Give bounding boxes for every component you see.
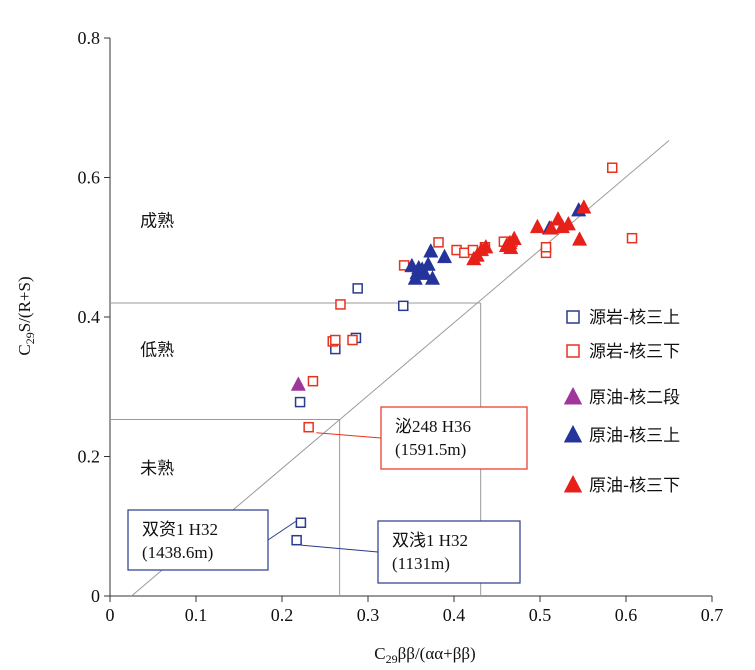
legend-label: 原油-核二段 [589, 388, 680, 408]
data-point [540, 242, 552, 253]
zone-label: 低熟 [140, 339, 174, 360]
callout-leader [316, 432, 382, 439]
callout-label: 泌248 H36 [395, 417, 471, 436]
y-tick-label: 0.8 [78, 28, 101, 48]
x-tick-label: 0.2 [271, 605, 294, 625]
data-point [571, 231, 588, 246]
x-tick-label: 0.4 [443, 605, 466, 625]
zone-label: 未熟 [140, 458, 174, 479]
legend-marker [563, 474, 583, 493]
data-point [529, 218, 545, 234]
data-point [417, 265, 433, 280]
data-point [291, 534, 302, 546]
data-point [347, 334, 358, 346]
callout-label: 双资1 H32 [142, 520, 218, 539]
data-point [606, 162, 618, 173]
data-point [335, 299, 346, 310]
legend-marker [566, 310, 580, 324]
axis-ticks: 0 0.1 0.2 0.3 0.4 0.5 0.6 0.7 0 0.2 0.4 0.6 0.8 [78, 28, 724, 625]
callout-label: 双浅1 H32 [392, 531, 468, 550]
y-axis-title: C29S/(R+S) [15, 276, 37, 355]
callout-label: (1591.5m) [395, 440, 466, 459]
callout-leader [300, 544, 379, 553]
data-point [560, 215, 576, 231]
data-point [436, 248, 453, 264]
callout-label: (1438.6m) [142, 543, 213, 562]
y-tick-label: 0.4 [78, 307, 101, 327]
x-tick-label: 0.6 [615, 605, 638, 625]
callout-box [380, 406, 528, 470]
callout-box [127, 509, 269, 571]
zone-label: 成熟 [140, 210, 174, 231]
legend-label: 源岩-核三上 [589, 308, 680, 328]
data-point [307, 375, 319, 387]
legend-marker [563, 424, 583, 443]
data-point [424, 270, 441, 285]
x-axis-title: C29ββ/(αα+ββ) [374, 644, 475, 666]
data-point [433, 237, 444, 248]
callout-box [377, 520, 521, 584]
data-point [576, 199, 592, 214]
legend-label: 原油-核三上 [589, 426, 680, 446]
data-point [295, 517, 307, 529]
x-tick-label: 0.5 [529, 605, 552, 625]
x-tick-label: 0.1 [185, 605, 208, 625]
data-point [398, 300, 409, 312]
data-point [330, 334, 341, 346]
callout-label: (1131m) [392, 554, 450, 573]
sample-callouts: 泌248 H36 (1591.5m) 双资1 H32 (1438.6m) 双浅1 H32… [127, 406, 528, 584]
data-point [290, 376, 306, 391]
y-tick-label: 0.2 [78, 447, 101, 467]
data-point [303, 421, 314, 433]
data-point [423, 243, 439, 258]
data-point [459, 247, 470, 259]
data-point [478, 238, 494, 254]
x-tick-label: 0.7 [701, 605, 724, 625]
data-point [543, 220, 559, 235]
data-point [420, 256, 436, 271]
x-tick-label: 0 [106, 605, 115, 625]
x-tick-label: 0.3 [357, 605, 380, 625]
legend-label: 源岩-核三下 [589, 342, 680, 362]
data-point [294, 396, 306, 408]
data-point [626, 232, 638, 244]
y-tick-label: 0.6 [78, 168, 101, 188]
data-point [352, 283, 363, 294]
legend-marker [566, 344, 580, 358]
legend-label: 原油-核三下 [589, 476, 680, 496]
data-points [290, 162, 638, 546]
y-tick-label: 0 [91, 586, 100, 606]
data-point [506, 230, 522, 245]
data-point [503, 239, 519, 255]
legend-marker [563, 386, 583, 405]
callout-leader [267, 520, 297, 541]
